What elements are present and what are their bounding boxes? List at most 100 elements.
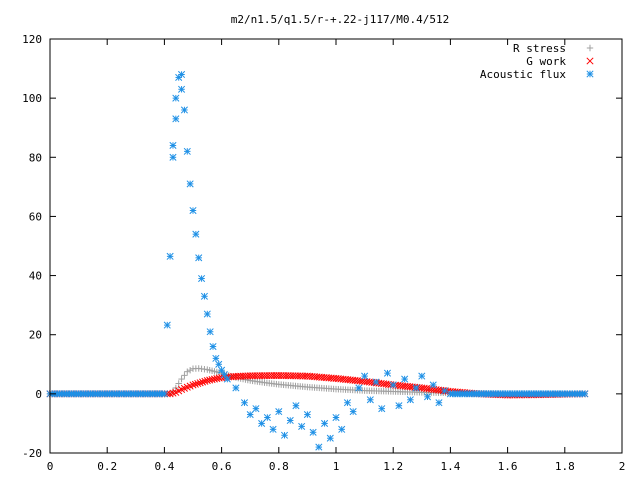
data-point	[395, 402, 403, 410]
legend-marker	[586, 57, 594, 65]
legend-marker	[586, 70, 594, 78]
y-tick-label: 120	[22, 33, 42, 46]
data-point	[178, 70, 186, 79]
data-point	[212, 354, 220, 362]
data-point	[349, 408, 357, 416]
data-point	[186, 367, 194, 374]
data-point	[389, 381, 397, 389]
data-point	[332, 413, 340, 422]
x-tick-label: 1.6	[498, 460, 518, 473]
x-tick-label: 0	[47, 460, 54, 473]
x-tick-label: 0.8	[269, 460, 289, 473]
x-tick-label: 1.8	[555, 460, 575, 473]
data-point	[418, 372, 426, 380]
data-point	[355, 384, 363, 392]
data-point	[321, 419, 329, 427]
y-tick-label: 80	[29, 151, 42, 164]
data-point	[441, 387, 449, 395]
data-point	[581, 390, 589, 398]
data-point	[169, 141, 177, 150]
data-point	[361, 372, 369, 380]
data-point	[166, 252, 174, 260]
data-point	[280, 431, 289, 439]
y-tick-label: 100	[22, 92, 42, 105]
data-point	[178, 375, 185, 383]
data-point	[429, 381, 437, 389]
data-point	[175, 380, 182, 387]
x-tick-label: 1	[333, 460, 340, 473]
y-tick-label: 0	[35, 388, 42, 401]
x-axis: 0 0.2 0.4 0.6 0.8 1 1.2 1.4 1.6 1.8 2	[47, 39, 626, 473]
y-tick-label: 40	[29, 270, 42, 283]
data-point	[240, 399, 249, 407]
data-point	[383, 369, 392, 377]
legend-marker	[586, 44, 594, 52]
data-point	[209, 342, 217, 351]
data-point	[246, 411, 254, 419]
data-point	[263, 413, 271, 422]
data-point	[201, 377, 209, 385]
x-tick-label: 1.2	[383, 460, 403, 473]
x-tick-label: 2	[619, 460, 626, 473]
data-point	[203, 310, 211, 318]
data-point	[206, 328, 214, 336]
data-point	[292, 402, 300, 410]
plot-area	[46, 70, 589, 451]
data-point	[435, 399, 443, 407]
data-point	[269, 425, 277, 433]
data-point	[378, 405, 386, 413]
data-point	[315, 443, 323, 451]
data-point	[309, 428, 317, 436]
data-point	[183, 147, 191, 155]
data-point	[298, 422, 306, 430]
data-point	[194, 379, 202, 388]
data-point	[178, 85, 186, 93]
data-point	[220, 371, 229, 379]
legend-label-g-work: G work	[526, 55, 566, 68]
data-point	[303, 411, 311, 419]
data-point	[286, 416, 294, 425]
data-point	[326, 434, 334, 442]
data-point	[163, 321, 171, 329]
x-tick-label: 0.2	[97, 460, 117, 473]
data-point	[372, 378, 380, 386]
data-point	[406, 396, 414, 404]
data-point	[169, 153, 177, 161]
y-tick-label: 20	[29, 329, 42, 342]
data-point	[192, 230, 200, 238]
x-tick-label: 0.4	[154, 460, 174, 473]
data-point	[401, 375, 409, 383]
data-point	[198, 378, 207, 386]
chart-title: m2/n1.5/q1.5/r-+.22-j117/M0.4/512	[231, 13, 450, 26]
y-tick-label: -20	[22, 447, 42, 460]
legend-label-r-stress: R stress	[513, 42, 566, 55]
data-point	[160, 390, 168, 398]
data-point	[338, 425, 346, 433]
y-tick-label: 60	[29, 210, 42, 223]
y-axis: -20 0 20 40 60 80 100 120	[22, 33, 622, 460]
data-point	[196, 379, 204, 387]
data-point	[180, 106, 188, 114]
data-point	[189, 381, 197, 389]
data-point	[191, 380, 199, 388]
x-tick-label: 1.4	[440, 460, 460, 473]
data-point	[198, 274, 206, 283]
data-point	[200, 292, 208, 300]
data-point	[184, 368, 191, 375]
legend-label-acoustic-flux: Acoustic flux	[480, 68, 566, 81]
data-point	[232, 384, 240, 392]
data-point	[258, 419, 266, 427]
data-point	[172, 94, 180, 102]
data-point	[223, 375, 231, 383]
data-point	[172, 115, 180, 123]
data-point	[218, 366, 226, 374]
data-point	[412, 384, 420, 392]
data-point	[186, 180, 194, 188]
x-tick-label: 0.6	[212, 460, 232, 473]
data-point	[423, 393, 432, 401]
data-point	[252, 405, 260, 413]
data-point	[189, 206, 197, 215]
legend: R stress G work Acoustic flux	[480, 42, 594, 81]
data-point	[181, 372, 188, 379]
